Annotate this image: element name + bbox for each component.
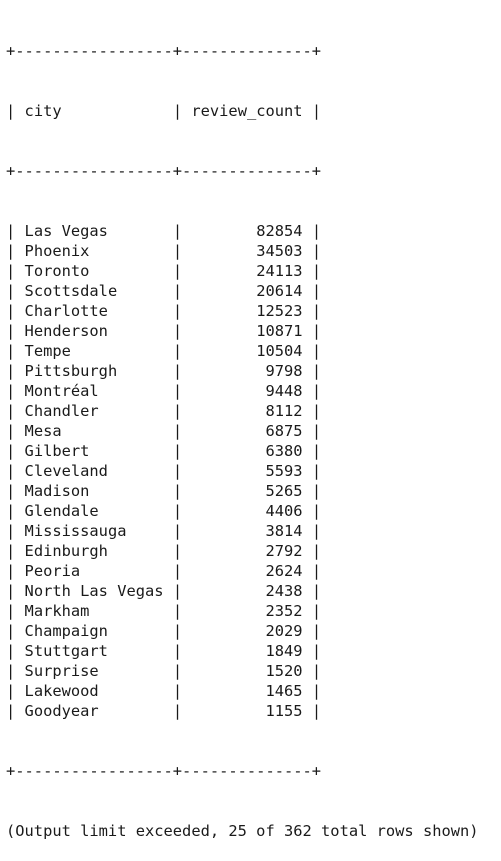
table-border-top: +-----------------+--------------+ bbox=[6, 42, 322, 60]
column-header-city: city bbox=[24, 102, 164, 120]
cell-city: Las Vegas bbox=[24, 222, 164, 240]
cell-review-count: 3814 bbox=[191, 522, 303, 540]
column-header-review-count: review_count bbox=[191, 102, 303, 120]
cell-city: Markham bbox=[24, 602, 164, 620]
table-border-header: +-----------------+--------------+ bbox=[6, 162, 322, 180]
cell-review-count: 2624 bbox=[191, 562, 303, 580]
cell-review-count: 1520 bbox=[191, 662, 303, 680]
cell-city: Cleveland bbox=[24, 462, 164, 480]
cell-review-count: 20614 bbox=[191, 282, 303, 300]
cell-city: Phoenix bbox=[24, 242, 164, 260]
cell-review-count: 5265 bbox=[191, 482, 303, 500]
table-row: | Pittsburgh | 9798 | bbox=[6, 362, 322, 380]
table-row: | Lakewood | 1465 | bbox=[6, 682, 322, 700]
table-row: | Cleveland | 5593 | bbox=[6, 462, 322, 480]
table-row: | Goodyear | 1155 | bbox=[6, 702, 322, 720]
table-row: | Mississauga | 3814 | bbox=[6, 522, 322, 540]
cell-review-count: 5593 bbox=[191, 462, 303, 480]
cell-city: Peoria bbox=[24, 562, 164, 580]
table-row: | Tempe | 10504 | bbox=[6, 342, 322, 360]
table-row: | Scottsdale | 20614 | bbox=[6, 282, 322, 300]
table-row: | Henderson | 10871 | bbox=[6, 322, 322, 340]
table-row: | Peoria | 2624 | bbox=[6, 562, 322, 580]
cell-city: Surprise bbox=[24, 662, 164, 680]
table-row: | Montréal | 9448 | bbox=[6, 382, 322, 400]
table-row: | Madison | 5265 | bbox=[6, 482, 322, 500]
table-row: | Champaign | 2029 | bbox=[6, 622, 322, 640]
cell-city: Tempe bbox=[24, 342, 164, 360]
table-row: | Toronto | 24113 | bbox=[6, 262, 322, 280]
cell-city: Goodyear bbox=[24, 702, 164, 720]
cell-city: North Las Vegas bbox=[24, 582, 164, 600]
cell-city: Champaign bbox=[24, 622, 164, 640]
cell-review-count: 12523 bbox=[191, 302, 303, 320]
cell-city: Mississauga bbox=[24, 522, 164, 540]
cell-city: Toronto bbox=[24, 262, 164, 280]
table-row: | Edinburgh | 2792 | bbox=[6, 542, 322, 560]
cell-review-count: 2029 bbox=[191, 622, 303, 640]
cell-review-count: 34503 bbox=[191, 242, 303, 260]
cell-review-count: 10871 bbox=[191, 322, 303, 340]
cell-review-count: 6875 bbox=[191, 422, 303, 440]
cell-review-count: 6380 bbox=[191, 442, 303, 460]
table-header-row: | city | review_count | bbox=[6, 102, 322, 120]
table-row: | Charlotte | 12523 | bbox=[6, 302, 322, 320]
table-row: | Mesa | 6875 | bbox=[6, 422, 322, 440]
cell-review-count: 4406 bbox=[191, 502, 303, 520]
table-row: | Glendale | 4406 | bbox=[6, 502, 322, 520]
cell-city: Mesa bbox=[24, 422, 164, 440]
cell-review-count: 2352 bbox=[191, 602, 303, 620]
console-output: +-----------------+--------------+ | cit… bbox=[6, 1, 479, 861]
cell-city: Montréal bbox=[24, 382, 164, 400]
cell-review-count: 8112 bbox=[191, 402, 303, 420]
cell-city: Henderson bbox=[24, 322, 164, 340]
cell-city: Lakewood bbox=[24, 682, 164, 700]
cell-city: Edinburgh bbox=[24, 542, 164, 560]
cell-city: Pittsburgh bbox=[24, 362, 164, 380]
cell-city: Stuttgart bbox=[24, 642, 164, 660]
cell-review-count: 2438 bbox=[191, 582, 303, 600]
table-row: | Stuttgart | 1849 | bbox=[6, 642, 322, 660]
table-border-bottom: +-----------------+--------------+ bbox=[6, 762, 322, 780]
cell-review-count: 9448 bbox=[191, 382, 303, 400]
output-limit-message: (Output limit exceeded, 25 of 362 total … bbox=[6, 822, 479, 840]
cell-review-count: 1849 bbox=[191, 642, 303, 660]
cell-review-count: 2792 bbox=[191, 542, 303, 560]
cell-review-count: 82854 bbox=[191, 222, 303, 240]
table-row: | North Las Vegas | 2438 | bbox=[6, 582, 322, 600]
cell-city: Glendale bbox=[24, 502, 164, 520]
cell-review-count: 9798 bbox=[191, 362, 303, 380]
cell-city: Charlotte bbox=[24, 302, 164, 320]
table-body: | Las Vegas | 82854 | | Phoenix | 34503 |… bbox=[6, 221, 479, 721]
table-row: | Markham | 2352 | bbox=[6, 602, 322, 620]
cell-review-count: 10504 bbox=[191, 342, 303, 360]
table-row: | Chandler | 8112 | bbox=[6, 402, 322, 420]
cell-review-count: 1155 bbox=[191, 702, 303, 720]
table-row: | Phoenix | 34503 | bbox=[6, 242, 322, 260]
cell-review-count: 24113 bbox=[191, 262, 303, 280]
cell-city: Scottsdale bbox=[24, 282, 164, 300]
cell-city: Gilbert bbox=[24, 442, 164, 460]
cell-city: Madison bbox=[24, 482, 164, 500]
cell-city: Chandler bbox=[24, 402, 164, 420]
table-row: | Surprise | 1520 | bbox=[6, 662, 322, 680]
table-row: | Las Vegas | 82854 | bbox=[6, 222, 322, 240]
cell-review-count: 1465 bbox=[191, 682, 303, 700]
table-row: | Gilbert | 6380 | bbox=[6, 442, 322, 460]
